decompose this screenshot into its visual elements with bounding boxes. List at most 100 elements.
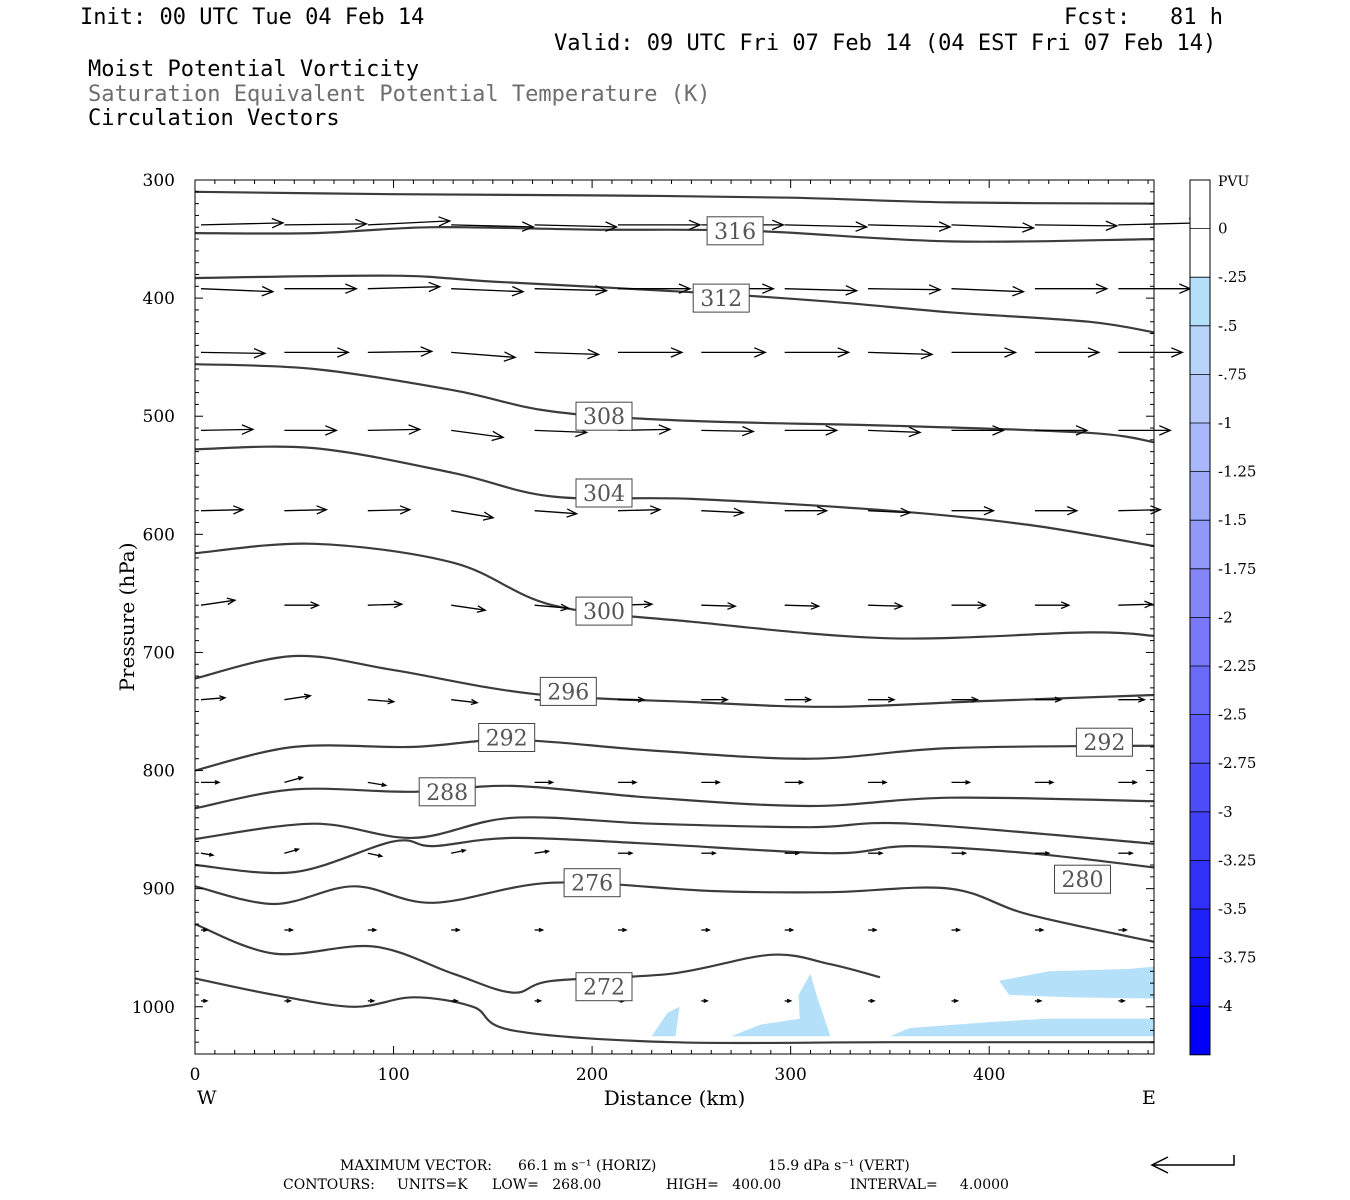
footer-max-horiz: 66.1 m s⁻¹ (HORIZ) (518, 1158, 657, 1174)
isentrope-13 (194, 977, 1154, 1045)
colorbar-box-17 (1190, 1006, 1210, 1055)
vector-shaft-r6-c0 (200, 697, 226, 701)
vector-head-r1-c8 (928, 284, 942, 295)
vector-head-r10-c4 (536, 998, 543, 1004)
isentrope-9 (194, 816, 1155, 845)
vector-head-r0-c1 (355, 218, 369, 230)
vector-head-r9-c3 (455, 927, 461, 933)
vector-shaft-r0-c9 (951, 224, 1034, 229)
isentrope-7 (194, 738, 1155, 772)
vector-shaft-r1-c7 (784, 288, 857, 292)
vector-head-r5-c0 (226, 597, 237, 606)
ref-vector-head (1150, 1156, 1169, 1174)
contour-label-8: 288 (426, 781, 468, 806)
vector-head-r6-c11 (1138, 696, 1146, 703)
colorbar-box-10 (1190, 666, 1210, 715)
vector-head-r0-c2 (438, 216, 452, 227)
vector-head-r1-c5 (678, 283, 692, 294)
vector-shaft-r2-c3 (451, 351, 516, 359)
vector-head-r0-c4 (605, 221, 619, 232)
y-tick-label-0: 300 (143, 171, 175, 191)
vector-head-r8-c7 (794, 851, 801, 856)
vector-head-r5-c10 (1060, 601, 1071, 610)
vector-head-r0-c6 (772, 219, 785, 231)
vector-head-r0-c8 (938, 221, 952, 232)
plot-frame (194, 179, 1155, 1055)
x-tick-label-2: 200 (576, 1065, 608, 1085)
colorbar-level-10: -2.5 (1218, 706, 1247, 724)
pv-region-0 (651, 1006, 680, 1037)
vector-head-r1-c6 (762, 283, 775, 294)
contour-label-box-2 (575, 401, 633, 431)
vector-head-r8-c1 (294, 848, 300, 853)
vector-head-r0-c0 (271, 217, 285, 229)
pv-region-1 (798, 973, 831, 1037)
isentrope-3 (194, 363, 1155, 444)
vector-shaft-r5-c0 (200, 599, 236, 606)
vector-head-r10-c1 (286, 998, 293, 1004)
vector-head-r9-c6 (705, 927, 711, 933)
vector-head-r3-c10 (1075, 425, 1089, 436)
vector-shaft-r4-c6 (701, 510, 744, 514)
colorbar-level-16: -4 (1218, 997, 1233, 1015)
vector-head-r2-c9 (1004, 347, 1018, 358)
x-tick-label-1: 100 (377, 1065, 409, 1085)
vector-head-r1-c1 (345, 283, 359, 294)
vector-shaft-r1-c3 (451, 288, 524, 293)
vector-head-r1-c10 (1095, 283, 1109, 294)
vector-shaft-r0-c2 (367, 220, 450, 226)
vector-head-r3-c9 (992, 425, 1006, 436)
isentrope-2 (194, 274, 1155, 334)
vector-head-r7-c6 (714, 780, 721, 785)
vector-head-r1-c9 (1012, 285, 1026, 297)
vector-head-r4-c4 (566, 508, 579, 518)
vector-head-r3-c2 (408, 424, 422, 435)
vector-head-r10-c2 (369, 998, 376, 1004)
isentrope-8 (194, 784, 1155, 810)
vector-head-r4-c0 (232, 505, 245, 515)
vector-shaft-r5-c7 (784, 604, 819, 607)
vector-head-r2-c3 (503, 351, 517, 362)
vector-shaft-r1-c9 (951, 288, 1024, 293)
vector-head-r1-c7 (845, 285, 859, 296)
colorbar-box-11 (1190, 714, 1210, 764)
colorbar-level-0: 0 (1218, 220, 1228, 238)
vector-head-r6-c3 (470, 698, 479, 706)
contour-label-layer: 316 312 308 304 300 296 292 292 288 276 280 272 (418, 216, 1133, 1002)
vector-shaft-r6-c2 (367, 699, 394, 703)
contour-label-2: 308 (583, 405, 625, 430)
vector-head-r10-c0 (203, 998, 209, 1004)
y-tick-label-4: 700 (143, 643, 175, 663)
vector-head-r10-c3 (453, 998, 459, 1004)
vector-head-r5-c1 (310, 601, 321, 610)
colorbar-level-6: -1.5 (1218, 511, 1247, 529)
vector-head-r4-c2 (399, 505, 412, 515)
reference-vector (1150, 1155, 1235, 1174)
vector-head-r7-c5 (631, 780, 638, 785)
vector-shaft-r1-c8 (868, 288, 941, 291)
vector-shaft-r2-c0 (200, 351, 266, 355)
vector-shaft-r5-c11 (1118, 603, 1153, 606)
vector-head-r4-c5 (649, 505, 662, 515)
contour-label-4: 300 (583, 600, 625, 625)
vector-head-r9-c9 (955, 927, 962, 933)
vector-head-r9-c2 (371, 927, 378, 933)
vector-head-r8-c11 (1128, 851, 1134, 856)
footer-low: LOW= 268.00 (492, 1177, 602, 1193)
vector-shaft-r3-c4 (534, 429, 587, 434)
vector-head-r9-c1 (288, 927, 295, 933)
ref-vector-shaft (1152, 1155, 1235, 1166)
isentrope-12 (194, 923, 881, 994)
forecast-hour: Fcst: 81 h (1064, 5, 1223, 30)
vector-shaft-r2-c4 (534, 351, 599, 356)
vector-head-r10-c7 (786, 998, 793, 1003)
colorbar-level-4: -1 (1218, 414, 1233, 432)
colorbar-level-15: -3.75 (1218, 949, 1256, 967)
vector-shaft-r8-c4 (534, 850, 549, 854)
vector-shaft-r8-c2 (367, 852, 382, 857)
vector-head-r3-c0 (241, 424, 255, 435)
vector-head-r0-c7 (855, 221, 869, 232)
vector-shaft-r1-c4 (534, 288, 607, 292)
pv-region-3 (889, 1018, 1154, 1037)
